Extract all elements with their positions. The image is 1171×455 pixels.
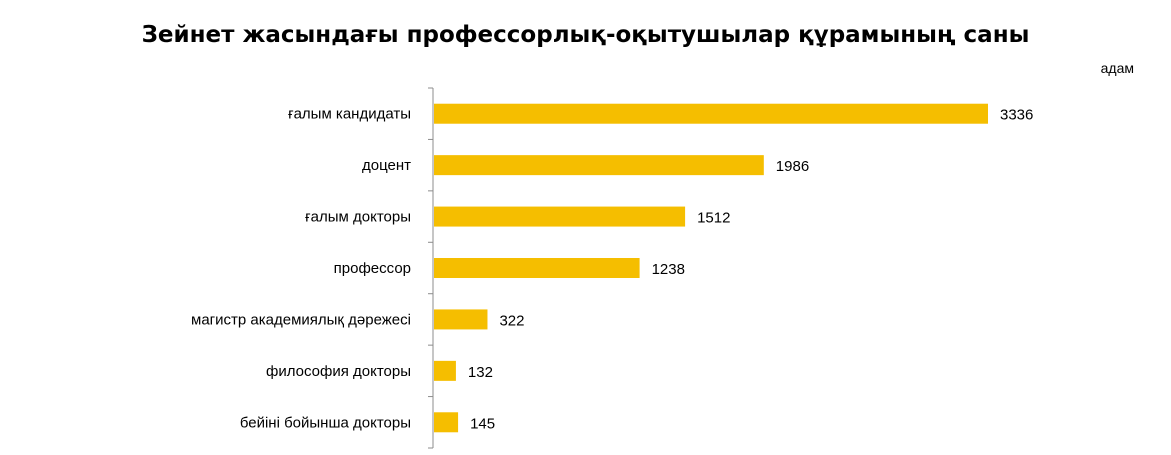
bar bbox=[434, 309, 488, 330]
category-label: ғалым докторы bbox=[305, 209, 411, 226]
category-label: бейіні бойынша докторы bbox=[240, 414, 411, 431]
value-label: 1512 bbox=[697, 210, 730, 227]
value-label: 1238 bbox=[652, 261, 685, 278]
value-label: 132 bbox=[468, 364, 493, 381]
bar bbox=[434, 258, 640, 278]
bar bbox=[434, 155, 764, 176]
value-label: 145 bbox=[470, 415, 495, 432]
value-label: 3336 bbox=[1000, 107, 1033, 124]
category-label: профессор bbox=[334, 260, 411, 277]
category-label: ғалым кандидаты bbox=[288, 106, 411, 123]
bar bbox=[434, 360, 456, 381]
unit-label: адам bbox=[1100, 60, 1134, 76]
category-label: магистр академиялық дәрежесі bbox=[191, 311, 411, 328]
category-label: философия докторы bbox=[266, 363, 411, 380]
bar bbox=[434, 103, 988, 124]
value-label: 322 bbox=[499, 312, 524, 329]
category-label: доцент bbox=[362, 157, 411, 174]
bar bbox=[434, 412, 459, 433]
value-label: 1986 bbox=[776, 158, 809, 175]
bar bbox=[434, 206, 686, 227]
chart-title: Зейнет жасындағы профессорлық-оқытушылар… bbox=[141, 22, 1030, 48]
